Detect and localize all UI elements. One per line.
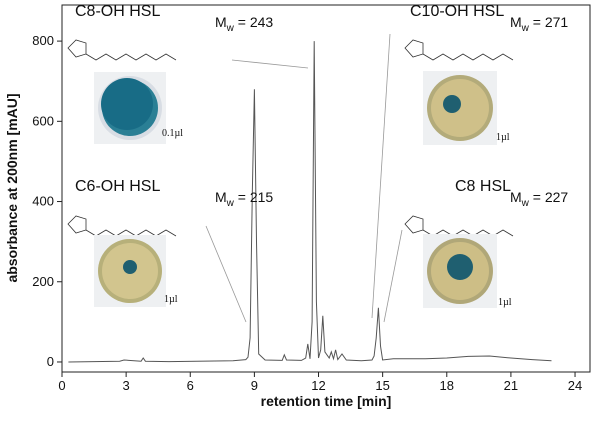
x-tick-label: 18 [440,378,454,393]
mw-value: = 227 [529,189,569,205]
connector [231,59,309,69]
dish-spot [447,254,473,280]
mw-symbol: M [215,189,227,205]
mw-symbol: M [510,14,522,30]
volume-label: 1µl [496,132,510,143]
structure [404,39,514,61]
x-tick-label: 24 [568,378,582,393]
structure [67,215,177,237]
y-tick-label: 600 [32,113,54,128]
compound-name: C8-OH HSL [75,3,160,20]
x-tick-label: 12 [311,378,325,393]
mw-value: = 243 [234,14,274,30]
y-tick-label: 800 [32,33,54,48]
dish-spot [101,78,153,130]
y-tick-label: 400 [32,194,54,209]
molecular-weight: Mw = 215 [215,189,273,209]
compound-name: C6-OH HSL [75,178,160,195]
structure [404,215,514,237]
compound-name: C8 HSL [455,178,511,195]
mw-value: = 215 [234,189,274,205]
y-tick-label: 200 [32,274,54,289]
connector [371,33,391,319]
mw-subscript: w [226,198,235,209]
x-axis-label: retention time [min] [261,393,392,409]
mw-value: = 271 [529,14,569,30]
structure [67,39,177,61]
chromatogram-line [68,41,552,363]
plot-frame [61,4,591,373]
dish-spot [123,260,137,274]
connector [383,229,403,323]
mw-symbol: M [510,189,522,205]
mw-subscript: w [226,23,235,34]
x-tick-label: 9 [251,378,258,393]
y-tick-label: 0 [47,354,54,369]
volume-label: 0.1µl [162,128,183,139]
volume-label: 1µl [164,294,178,305]
dish-spot [443,95,461,113]
volume-label: 1µl [498,297,512,308]
x-tick-label: 3 [123,378,130,393]
x-tick-label: 0 [58,378,65,393]
compound-name: C10-OH HSL [410,3,504,20]
y-axis-label: absorbance at 200nm [mAU] [4,93,20,282]
molecular-weight: Mw = 243 [215,14,273,34]
connector [205,225,247,323]
mw-symbol: M [215,14,227,30]
x-tick-label: 6 [187,378,194,393]
mw-subscript: w [521,23,530,34]
molecular-weight: Mw = 271 [510,14,568,34]
molecular-weight: Mw = 227 [510,189,568,209]
x-tick-label: 15 [375,378,389,393]
x-tick-label: 21 [504,378,518,393]
mw-subscript: w [521,198,530,209]
